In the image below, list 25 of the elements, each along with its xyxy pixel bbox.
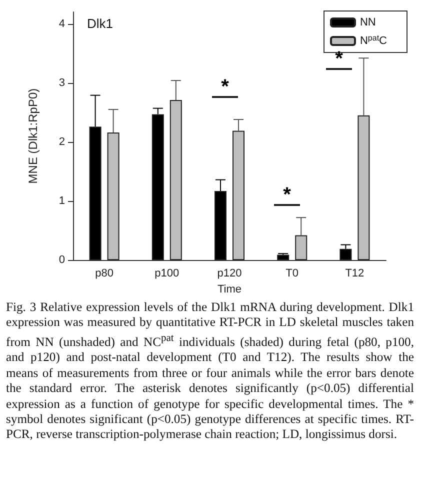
x-axis-title: Time xyxy=(217,284,242,296)
y-tick-label: 0 xyxy=(58,254,65,266)
y-tick-label: 1 xyxy=(58,195,65,208)
bar xyxy=(232,130,244,260)
annotation: * xyxy=(221,76,229,98)
x-tick-label: p120 xyxy=(217,268,242,280)
legend-label: NN xyxy=(360,16,376,28)
bar xyxy=(295,235,308,260)
bar xyxy=(340,248,352,260)
bar xyxy=(358,115,370,260)
text: Fig. 3 Relative expression levels of the Dlk1 mRNA during development. Dlk1 expression was measured by quantitative RT-PCR in LD skeletal muscles taken from NN (unshaded) and NC$^{pat}$ individuals (shaded) during fetal (p80, p100, and p120) and post-natal development (T0 and T12). The results show the means of measurements from three or four animals while the error bars denote the standard error. The asterisk denotes significantly (p<0.05) differential expression as a function of genotype for specific developmental times. The * symbol denotes significant (p<0.05) genotype differences at specific times. RT-PCR, reverse transcription-polymerase chain reaction; LD, longissimus dorsi. xyxy=(6,300,414,442)
x-tick-label: T12 xyxy=(345,268,364,280)
x-tick-label: p100 xyxy=(154,268,180,280)
annotation: * xyxy=(335,48,343,70)
bar xyxy=(277,254,290,260)
y-tick-label: 3 xyxy=(58,76,65,89)
y-tick-label: 4 xyxy=(58,18,65,30)
chart-title: Dlk1 xyxy=(87,16,114,31)
bar xyxy=(107,132,120,260)
bar xyxy=(170,100,182,260)
y-tick-label: 2 xyxy=(58,136,65,148)
annotation: * xyxy=(283,184,291,206)
x-tick-label: p80 xyxy=(95,268,114,280)
y-axis-title: MNE (Dlk1:RpP0) xyxy=(26,88,40,184)
x-tick-label: T0 xyxy=(286,268,299,280)
